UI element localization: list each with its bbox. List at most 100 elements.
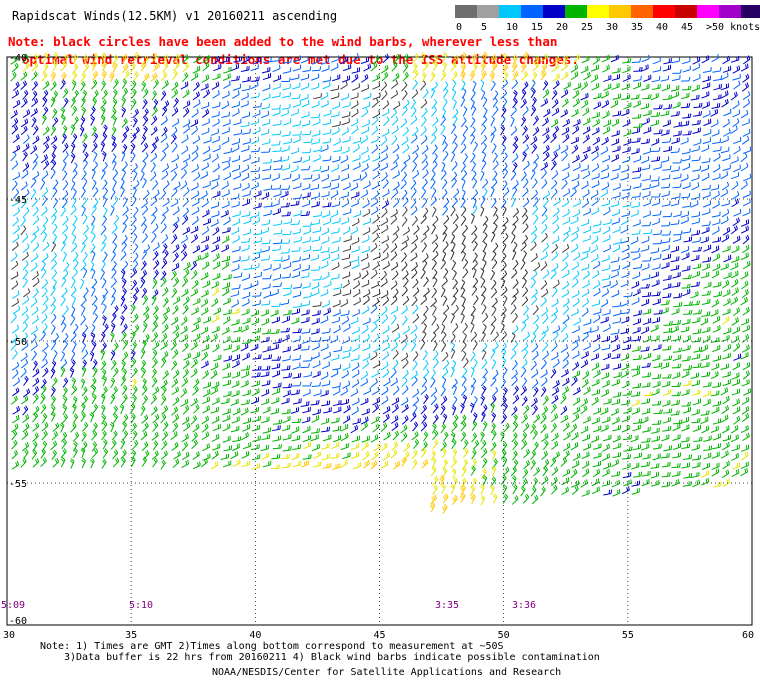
wind-barb — [130, 422, 137, 433]
wind-barb — [440, 287, 446, 298]
wind-barb — [430, 395, 437, 406]
wind-barb — [542, 242, 550, 253]
wind-barb — [172, 206, 180, 216]
wind-barb — [11, 423, 19, 433]
wind-barb — [190, 72, 199, 81]
wind-barb — [522, 286, 529, 298]
wind-barb — [302, 381, 312, 387]
wind-barb — [492, 97, 498, 108]
wind-barb — [362, 333, 370, 343]
wind-barb — [32, 125, 39, 136]
wind-barb — [231, 380, 240, 389]
wind-barb — [120, 295, 126, 307]
wind-barb — [291, 435, 301, 442]
wind-barb — [570, 308, 579, 317]
wind-barb — [722, 316, 730, 325]
wind-barb — [62, 160, 67, 172]
wind-barb — [622, 201, 632, 208]
wind-barb — [12, 387, 20, 397]
wind-barb — [531, 369, 539, 379]
wind-barb — [132, 108, 140, 119]
wind-barb — [301, 300, 311, 307]
wind-barb — [622, 146, 631, 154]
wind-barb — [521, 478, 528, 488]
wind-barb — [301, 183, 311, 191]
wind-barb — [431, 250, 439, 261]
wind-barb — [120, 250, 127, 261]
wind-barb — [641, 221, 652, 227]
wind-barb — [430, 106, 437, 117]
wind-barb — [42, 295, 49, 306]
wind-barb — [500, 330, 507, 341]
wind-barb — [422, 359, 429, 371]
wind-barb — [670, 219, 680, 226]
wind-barb — [331, 441, 340, 450]
wind-barb — [682, 406, 691, 414]
wind-barb — [50, 324, 56, 335]
wind-barb — [520, 259, 526, 270]
wind-barb — [540, 169, 547, 180]
wind-barb — [681, 92, 690, 100]
wind-barb — [182, 207, 190, 218]
wind-barb — [40, 378, 47, 389]
wind-barb — [482, 151, 487, 163]
wind-barb — [73, 259, 79, 270]
wind-barb — [731, 278, 739, 288]
wind-barb — [571, 290, 580, 298]
wind-barb — [30, 325, 38, 335]
wind-barb — [22, 423, 30, 433]
wind-barb — [382, 342, 390, 352]
wind-barb — [231, 164, 241, 173]
wind-barb — [350, 424, 359, 434]
wind-barb — [220, 56, 230, 64]
wind-barb — [691, 84, 700, 92]
wind-barb — [462, 125, 469, 136]
wind-barb — [171, 406, 178, 416]
wind-barb — [582, 117, 591, 126]
wind-barb — [631, 399, 640, 407]
wind-barb — [392, 288, 399, 299]
wind-barb — [200, 298, 209, 308]
wind-barb — [253, 190, 262, 198]
wind-barb — [292, 283, 302, 289]
wind-barb — [233, 272, 243, 279]
wind-barb — [722, 379, 731, 387]
wind-barb — [471, 259, 478, 270]
wind-barb — [641, 398, 651, 405]
wind-barb — [81, 359, 87, 370]
wind-barb — [660, 183, 671, 189]
wind-barb — [713, 75, 723, 82]
wind-barb — [712, 164, 721, 173]
wind-barb — [260, 227, 269, 235]
wind-barb — [352, 154, 361, 162]
wind-barb — [120, 315, 125, 326]
wind-barb — [91, 60, 97, 71]
wind-barb — [482, 96, 488, 108]
wind-barb — [321, 328, 331, 334]
wind-barb — [261, 380, 271, 387]
wind-barb — [432, 152, 438, 164]
wind-barb — [240, 399, 250, 406]
wind-barb — [421, 314, 428, 325]
wind-barb — [490, 348, 496, 359]
wind-barb — [232, 83, 242, 91]
wind-barb — [181, 459, 190, 468]
wind-barb — [612, 425, 622, 432]
wind-barb — [100, 294, 106, 306]
wind-barb — [392, 359, 399, 370]
wind-barb — [470, 152, 476, 163]
wind-barb — [62, 386, 68, 398]
wind-barb — [80, 81, 86, 92]
wind-barb — [180, 169, 187, 180]
wind-barb — [571, 341, 579, 351]
wind-barb — [242, 424, 251, 432]
wind-barb — [432, 60, 438, 72]
wind-barb — [361, 270, 369, 280]
wind-barb — [402, 144, 410, 154]
wind-barb — [242, 352, 251, 361]
wind-barb — [311, 317, 320, 325]
wind-barb — [212, 118, 220, 127]
wind-barb — [20, 71, 28, 81]
wind-barb — [732, 398, 740, 407]
wind-barb — [480, 331, 486, 342]
